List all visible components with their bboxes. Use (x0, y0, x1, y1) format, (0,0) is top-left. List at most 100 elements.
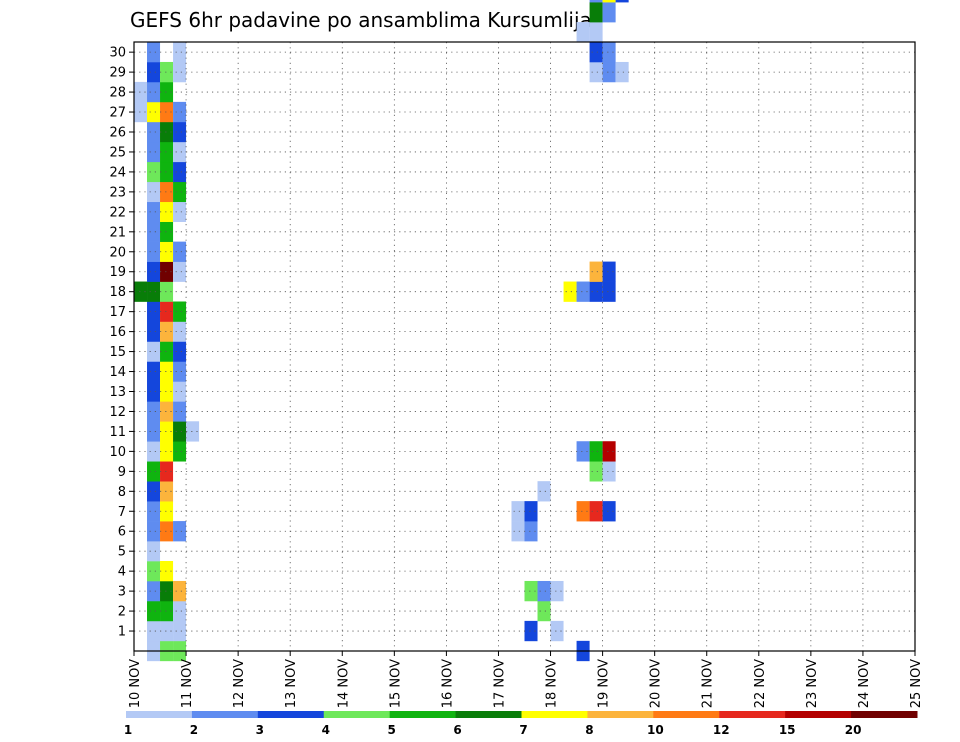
heatmap-cell (147, 61, 161, 83)
x-tick-label: 10 NOV (128, 659, 143, 708)
x-tick-label: 14 NOV (336, 659, 351, 708)
heatmap-cell (160, 580, 174, 602)
heatmap-cell (147, 561, 161, 582)
colorbar-swatch (126, 711, 193, 718)
y-tick-label: 25 (109, 145, 126, 160)
heatmap-cell (173, 580, 187, 602)
y-tick-label: 8 (118, 485, 126, 500)
heatmap-cell (173, 121, 187, 143)
colorbar-swatch (719, 711, 786, 718)
heatmap-cell (589, 61, 603, 83)
heatmap-cell (160, 161, 174, 183)
heatmap-cell (160, 421, 174, 442)
heatmap-cell (147, 381, 161, 402)
colorbar-swatch (389, 711, 457, 718)
heatmap-cell (160, 181, 174, 203)
colorbar-swatch (785, 711, 852, 718)
y-tick-label: 4 (118, 565, 126, 580)
heatmap-cell (186, 421, 200, 442)
x-tick-label: 13 NOV (284, 659, 299, 708)
heatmap-cell (147, 101, 161, 123)
heatmap-cell (589, 461, 603, 482)
heatmap-cell (589, 501, 603, 522)
heatmap-cell (160, 321, 174, 342)
heatmap-cell (173, 421, 187, 442)
heatmap-cell (173, 321, 187, 342)
heatmap-cell (160, 101, 174, 123)
heatmap-cell (511, 501, 525, 522)
heatmap-cell (147, 181, 161, 203)
y-tick-label: 26 (109, 126, 126, 141)
heatmap-cell (524, 620, 538, 642)
heatmap-cell (160, 620, 174, 642)
x-tick-label: 25 NOV (909, 659, 924, 708)
heatmap-cell (160, 141, 174, 163)
x-tick-label: 17 NOV (493, 659, 508, 708)
heatmap-cell (147, 541, 161, 562)
heatmap-cell (147, 221, 161, 242)
heatmap-cell (160, 561, 174, 582)
x-tick-label: 20 NOV (649, 659, 664, 708)
heatmap-cell (134, 281, 148, 302)
colorbar-tick-label: 12 (713, 723, 730, 737)
heatmap-cell (147, 361, 161, 382)
heatmap-cell (173, 241, 187, 262)
heatmap-cell (537, 580, 551, 602)
heatmap-cell (147, 401, 161, 422)
heatmap-cells (134, 0, 629, 662)
heatmap-cell (550, 580, 564, 602)
heatmap-cell (147, 121, 161, 143)
heatmap-cell (147, 161, 161, 183)
heatmap-cell (173, 42, 187, 63)
heatmap-cell (147, 321, 161, 342)
y-tick-label: 17 (109, 305, 126, 320)
heatmap-cell (173, 101, 187, 123)
heatmap-cell (173, 201, 187, 222)
y-tick-label: 2 (118, 605, 126, 620)
heatmap-cell (160, 341, 174, 362)
heatmap-cell (160, 61, 174, 83)
heatmap-cell (173, 441, 187, 462)
heatmap-cell (160, 121, 174, 143)
heatmap-cell (147, 620, 161, 642)
y-tick-label: 29 (109, 66, 126, 81)
heatmap-cell (173, 381, 187, 402)
heatmap-cell (160, 401, 174, 422)
heatmap-cell (147, 580, 161, 602)
heatmap-cell (173, 600, 187, 622)
heatmap-cell (589, 261, 603, 282)
colorbar-tick-label: 1 (124, 723, 132, 737)
y-tick-label: 19 (109, 265, 126, 280)
colorbar-swatch (587, 711, 654, 718)
heatmap-cell (173, 361, 187, 382)
heatmap-cell (602, 42, 616, 63)
heatmap-cell (173, 161, 187, 183)
heatmap-cell (160, 281, 174, 302)
heatmap-cell (147, 141, 161, 163)
heatmap-cell (511, 521, 525, 542)
heatmap-cell (173, 301, 187, 322)
heatmap-cell (147, 341, 161, 362)
colorbar-legend: 1 2 3 4 5 6 7 8 10 12 15 20 (124, 711, 918, 737)
x-tick-label: 23 NOV (805, 659, 820, 708)
colorbar-swatch (191, 711, 259, 718)
heatmap-cell (173, 141, 187, 163)
heatmap-cell (173, 181, 187, 203)
heatmap-cell (134, 81, 148, 103)
y-tick-label: 30 (109, 46, 126, 61)
y-tick-label: 27 (109, 106, 126, 121)
chart-title: GEFS 6hr padavine po ansamblima Kursumli… (130, 8, 592, 32)
colorbar-swatch (257, 711, 325, 718)
y-tick-label: 3 (118, 585, 126, 600)
colorbar-swatch (455, 711, 522, 718)
colorbar-tick-label: 10 (647, 723, 664, 737)
y-tick-label: 21 (109, 225, 126, 240)
heatmap-cell (160, 381, 174, 402)
colorbar-tick-label: 5 (387, 723, 395, 737)
colorbar-tick-label: 7 (519, 723, 527, 737)
heatmap-cell (147, 42, 161, 63)
colorbar-swatch (521, 711, 588, 718)
heatmap-cell (160, 481, 174, 502)
x-tick-label: 22 NOV (753, 659, 768, 708)
colorbar-tick-label: 20 (845, 723, 862, 737)
